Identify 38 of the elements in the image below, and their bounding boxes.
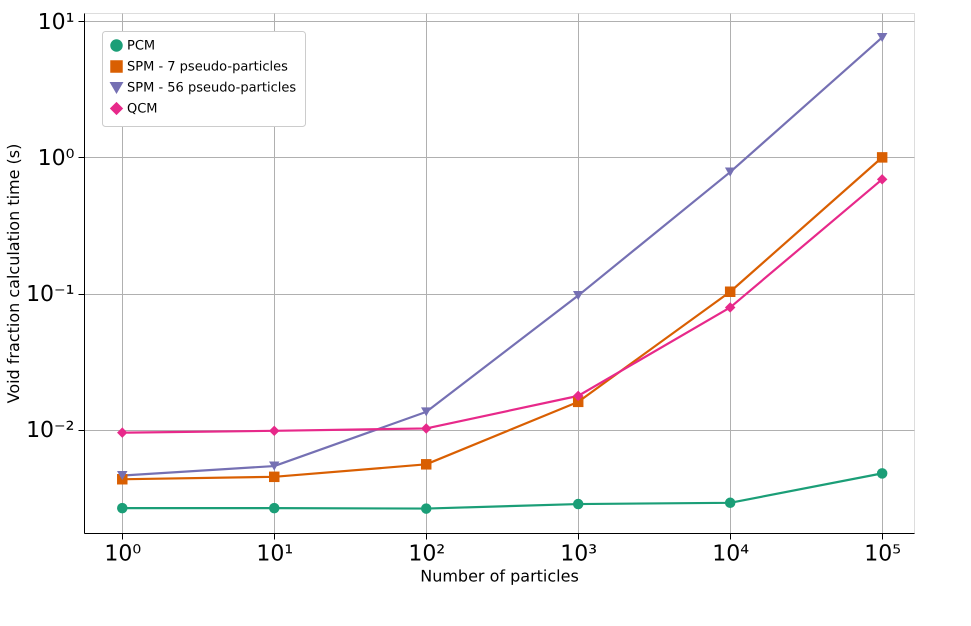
point bbox=[117, 427, 128, 438]
point bbox=[876, 32, 888, 42]
x-tick-label: 10³ bbox=[560, 542, 598, 566]
point bbox=[420, 459, 432, 470]
point bbox=[572, 291, 584, 300]
point bbox=[269, 426, 280, 436]
point bbox=[876, 152, 888, 163]
y-axis-title: Void fraction calculation time (s) bbox=[4, 144, 24, 404]
legend-label: SPM - 56 pseudo-particles bbox=[127, 80, 296, 96]
point bbox=[269, 462, 280, 471]
point bbox=[269, 472, 280, 482]
x-axis-title: Number of particles bbox=[420, 566, 579, 586]
y-tick-label: 10⁻¹ bbox=[26, 282, 74, 308]
point bbox=[876, 468, 888, 479]
point bbox=[724, 168, 736, 177]
point bbox=[117, 470, 128, 480]
point bbox=[724, 498, 736, 508]
x-tick-label: 10⁵ bbox=[864, 542, 902, 566]
point bbox=[269, 502, 280, 514]
point bbox=[572, 390, 584, 402]
legend-label: SPM - 7 pseudo-particles bbox=[127, 60, 288, 74]
point bbox=[420, 503, 432, 514]
y-tick-label: 10¹ bbox=[38, 10, 74, 35]
point bbox=[420, 407, 432, 416]
x-tick-label: 10¹ bbox=[256, 542, 294, 566]
x-tick-label: 10⁰ bbox=[104, 542, 142, 566]
point bbox=[724, 286, 736, 297]
point bbox=[876, 174, 888, 185]
point bbox=[724, 302, 736, 313]
point bbox=[572, 498, 584, 510]
legend-label: PCM bbox=[127, 38, 156, 54]
legend-label: QCM bbox=[127, 102, 158, 116]
x-tick-label: 10² bbox=[408, 542, 446, 566]
y-tick-label: 10⁻² bbox=[26, 418, 74, 444]
point bbox=[420, 423, 432, 434]
point bbox=[117, 502, 128, 514]
x-tick-label: 10⁴ bbox=[712, 542, 750, 566]
y-tick-label: 10⁰ bbox=[38, 146, 75, 171]
